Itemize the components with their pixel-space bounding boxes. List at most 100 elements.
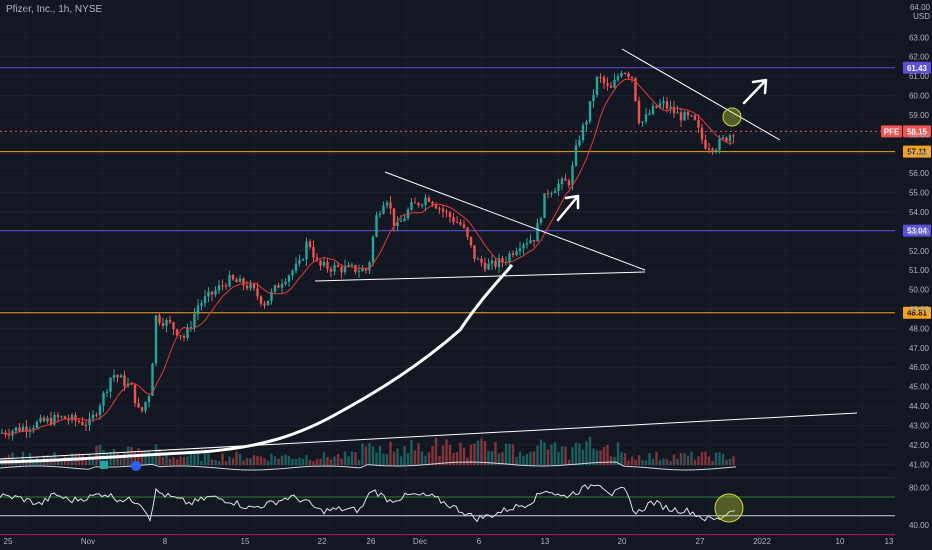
volume-bar	[378, 446, 382, 466]
price-tick-label: 58.00	[909, 130, 930, 139]
volume-bar	[175, 459, 179, 466]
rsi-tick-label: 80.00	[909, 484, 930, 493]
candle-body	[18, 427, 21, 432]
candle-body	[585, 121, 588, 125]
volume-bar	[648, 453, 651, 466]
volume-bar	[238, 453, 242, 466]
candle-body	[165, 320, 168, 326]
volume-bar	[357, 460, 361, 466]
volume-bar	[581, 449, 585, 466]
volume-bar	[147, 451, 151, 466]
candle-body	[627, 73, 630, 77]
volume-bar	[207, 451, 210, 466]
candle-body	[378, 213, 382, 215]
volume-bar	[697, 456, 700, 466]
volume-bar	[168, 458, 172, 466]
candle-body	[56, 415, 60, 418]
candle-body	[459, 222, 462, 225]
candle-body	[130, 383, 133, 385]
time-tick-label: 15	[241, 537, 250, 546]
volume-bar	[98, 444, 102, 466]
time-axis[interactable]: 25 Nov 8 15 22 26 Dec 6 13 20 27 2022 10 13	[4, 537, 894, 546]
volume-bar	[242, 460, 245, 466]
price-axis[interactable]: 63.00 62.00 61.00 60.00 59.00 58.00 57.00 56.00…	[909, 33, 930, 469]
volume-bar	[203, 452, 207, 466]
candle-body	[602, 77, 606, 84]
volume-bar	[487, 450, 490, 466]
candle-body	[154, 315, 158, 364]
candle-body	[725, 137, 728, 142]
volume-bar	[245, 458, 249, 466]
time-tick-label: 13	[541, 537, 550, 546]
candle-body	[287, 275, 291, 282]
candle-body	[546, 193, 550, 195]
volume-bar	[522, 455, 525, 466]
candle-body	[704, 139, 707, 149]
candle-body	[137, 403, 140, 408]
price-tick-label: 50.00	[909, 286, 930, 295]
candle-body	[564, 178, 567, 181]
candle-body	[364, 268, 368, 271]
price-tick-label: 52.00	[909, 247, 930, 256]
candle-body	[161, 322, 165, 326]
rising-trendline	[0, 412, 858, 460]
candlesticks	[0, 70, 735, 441]
candle-body	[417, 202, 420, 206]
volume-bar	[319, 458, 322, 466]
volume-bar	[165, 455, 168, 466]
candle-body	[634, 77, 637, 101]
candle-body	[581, 124, 585, 140]
time-tick-label: 10	[836, 537, 845, 546]
volume-bar	[669, 461, 672, 466]
candle-body	[487, 263, 490, 270]
time-tick-label: 26	[367, 537, 376, 546]
volume-bar	[574, 442, 578, 466]
volume-bar	[690, 451, 693, 466]
candle-body	[67, 419, 70, 421]
volume-bar	[553, 442, 557, 466]
ma-curve	[0, 264, 514, 464]
time-tick-label: 13	[885, 537, 894, 546]
candle-body	[616, 76, 620, 80]
candle-body	[522, 244, 525, 249]
candle-body	[343, 265, 347, 273]
candle-body	[242, 278, 245, 286]
volume-bar	[469, 444, 473, 466]
level-price-label: 48.81	[907, 309, 928, 318]
price-tick-label: 56.00	[909, 169, 930, 178]
candle-body	[462, 224, 466, 228]
candle-body	[676, 112, 679, 114]
candle-body	[112, 374, 116, 378]
volume-bar	[651, 458, 655, 466]
volume-bar	[567, 459, 571, 466]
volume-bar	[382, 453, 385, 466]
candle-body	[389, 202, 392, 209]
volume-bar	[133, 451, 137, 466]
candle-body	[235, 279, 238, 283]
candle-body	[525, 243, 529, 245]
candle-body	[532, 240, 536, 242]
volume-bar	[543, 442, 546, 466]
candle-body	[140, 407, 144, 411]
candle-body	[469, 236, 473, 246]
volume-bar	[84, 460, 88, 466]
candle-body	[207, 291, 210, 297]
candle-body	[39, 417, 42, 422]
volume-bar	[417, 443, 420, 466]
candle-body	[375, 214, 378, 237]
symbol-tag	[881, 125, 902, 138]
volume-bar	[123, 451, 126, 466]
ma-line	[1, 78, 734, 435]
candle-body	[172, 322, 175, 330]
candle-body	[186, 327, 189, 338]
volume-bar	[277, 458, 280, 466]
candle-body	[679, 112, 683, 121]
candle-body	[665, 101, 669, 109]
candle-body	[308, 241, 312, 247]
volume-bar	[728, 458, 732, 466]
candle-body	[690, 115, 693, 117]
volume-bar	[144, 451, 147, 466]
volume-bar	[637, 455, 641, 466]
volume-bar	[515, 457, 518, 466]
